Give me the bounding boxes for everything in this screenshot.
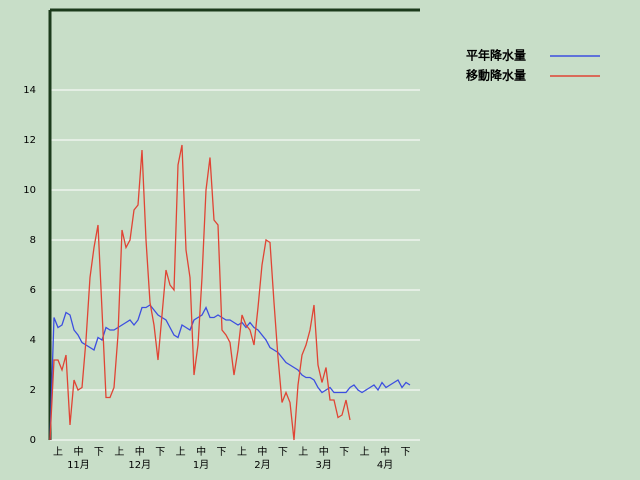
- x-tick-label: 下: [339, 447, 349, 458]
- x-tick-label: 下: [94, 447, 104, 458]
- month-label: 12月: [128, 459, 151, 471]
- x-tick-label: 下: [155, 447, 165, 458]
- x-tick-label: 上: [360, 446, 370, 458]
- month-label: 3月: [316, 459, 332, 471]
- y-tick-label: 10: [23, 185, 36, 196]
- x-tick-label: 中: [73, 445, 83, 458]
- month-label: 1月: [193, 459, 209, 471]
- month-label: 2月: [254, 459, 270, 471]
- series-line: [49, 304, 411, 441]
- y-tick-label: 8: [30, 235, 36, 246]
- x-tick-label: 上: [298, 446, 308, 458]
- x-tick-label: 下: [278, 447, 288, 458]
- x-tick-label: 中: [319, 445, 329, 458]
- series-line: [49, 144, 351, 441]
- y-tick-label: 14: [23, 85, 36, 96]
- y-tick-label: 6: [30, 285, 36, 296]
- x-tick-label: 下: [217, 447, 227, 458]
- x-tick-label: 下: [401, 447, 411, 458]
- y-tick-label: 0: [30, 435, 36, 446]
- legend-label: 平年降水量: [466, 48, 526, 63]
- month-label: 11月: [67, 459, 90, 471]
- x-tick-label: 中: [257, 445, 267, 458]
- y-tick-label: 4: [30, 335, 36, 346]
- x-tick-label: 上: [176, 446, 186, 458]
- y-tick-label: 12: [23, 135, 36, 146]
- legend-label: 移動降水量: [466, 68, 526, 83]
- month-label: 4月: [377, 459, 393, 471]
- x-tick-label: 中: [135, 445, 145, 458]
- x-tick-label: 上: [53, 446, 63, 458]
- x-tick-label: 中: [196, 445, 206, 458]
- x-tick-label: 上: [237, 446, 247, 458]
- x-tick-label: 上: [114, 446, 124, 458]
- x-tick-label: 中: [380, 445, 390, 458]
- y-tick-label: 2: [30, 385, 36, 396]
